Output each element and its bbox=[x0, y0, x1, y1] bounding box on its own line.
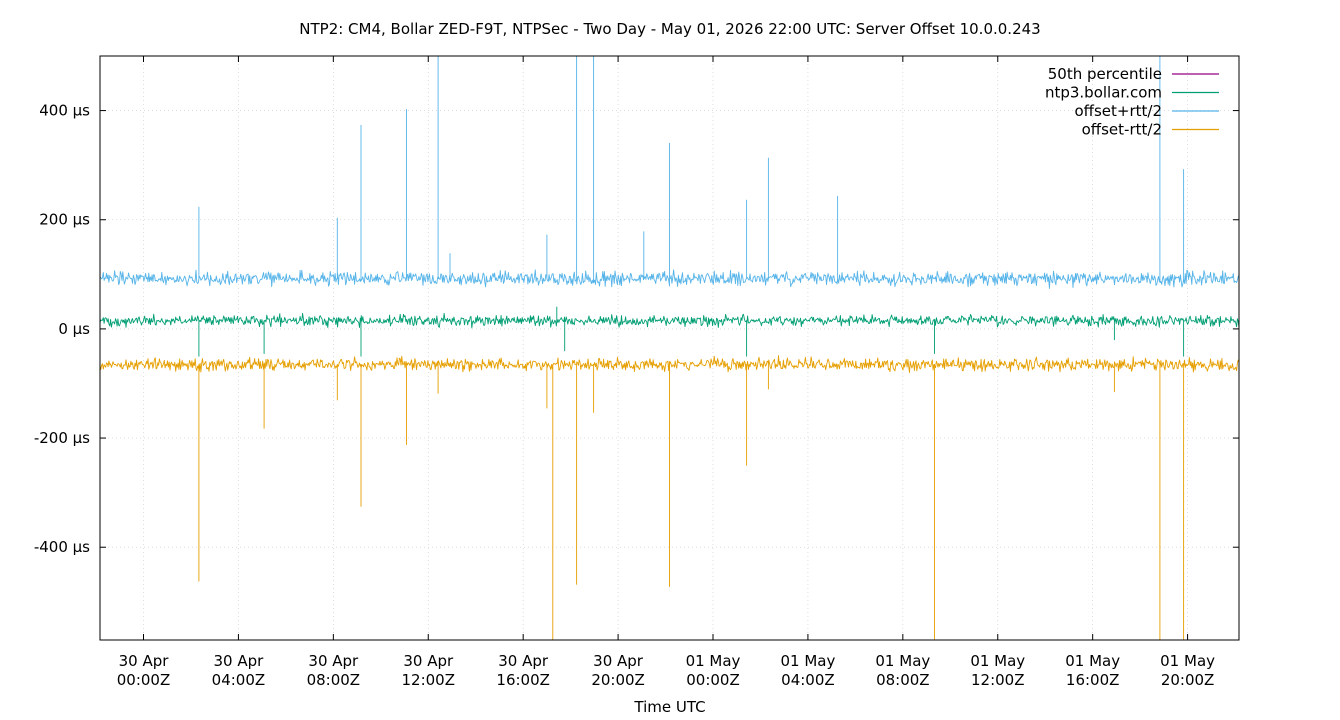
x-tick-label-date: 01 May bbox=[780, 652, 835, 670]
plot-frame bbox=[99, 55, 1240, 641]
legend-label-3: offset+rtt/2 bbox=[1074, 102, 1162, 120]
series-2-line bbox=[99, 306, 1240, 357]
x-tick-label-date: 01 May bbox=[970, 652, 1025, 670]
x-tick-label-date: 01 May bbox=[875, 652, 930, 670]
x-tick-label-time: 12:00Z bbox=[401, 671, 455, 689]
x-tick-label-time: 00:00Z bbox=[686, 671, 740, 689]
legend-label-1: 50th percentile bbox=[1048, 65, 1162, 83]
y-tick-label: -400 µs bbox=[34, 538, 90, 556]
x-tick-label-date: 30 Apr bbox=[119, 652, 170, 670]
x-axis-label: Time UTC bbox=[633, 698, 705, 716]
x-tick-label-time: 16:00Z bbox=[496, 671, 550, 689]
x-tick-label-time: 04:00Z bbox=[212, 671, 266, 689]
x-tick-label-date: 01 May bbox=[686, 652, 741, 670]
x-tick-label-time: 00:00Z bbox=[117, 671, 171, 689]
series-4-line bbox=[99, 355, 1240, 641]
x-tick-label-date: 30 Apr bbox=[214, 652, 265, 670]
chart-title: NTP2: CM4, Bollar ZED-F9T, NTPSec - Two … bbox=[299, 20, 1040, 38]
x-tick-label-date: 01 May bbox=[1065, 652, 1120, 670]
x-tick-label-date: 30 Apr bbox=[403, 652, 454, 670]
x-tick-label-date: 30 Apr bbox=[308, 652, 359, 670]
x-tick-label-time: 04:00Z bbox=[781, 671, 835, 689]
legend: 50th percentilentp3.bollar.comoffset+rtt… bbox=[1045, 65, 1219, 139]
x-tick-label-date: 30 Apr bbox=[498, 652, 549, 670]
series-3-line bbox=[99, 55, 1240, 289]
x-tick-label-date: 30 Apr bbox=[593, 652, 644, 670]
y-tick-label: -200 µs bbox=[34, 429, 90, 447]
x-tick-label-time: 08:00Z bbox=[876, 671, 930, 689]
x-tick-label-time: 20:00Z bbox=[591, 671, 645, 689]
x-tick-label-time: 16:00Z bbox=[1066, 671, 1120, 689]
x-tick-label-time: 08:00Z bbox=[307, 671, 361, 689]
legend-label-2: ntp3.bollar.com bbox=[1045, 84, 1162, 102]
y-tick-label: 200 µs bbox=[39, 211, 90, 229]
y-tick-label: 400 µs bbox=[39, 102, 90, 120]
series-layer bbox=[99, 55, 1240, 641]
x-tick-label-time: 20:00Z bbox=[1161, 671, 1215, 689]
x-tick-label-date: 01 May bbox=[1160, 652, 1215, 670]
grid-layer bbox=[100, 56, 1239, 640]
x-tick-label-time: 12:00Z bbox=[971, 671, 1025, 689]
legend-label-4: offset-rtt/2 bbox=[1082, 121, 1162, 139]
y-tick-label: 0 µs bbox=[58, 320, 90, 338]
